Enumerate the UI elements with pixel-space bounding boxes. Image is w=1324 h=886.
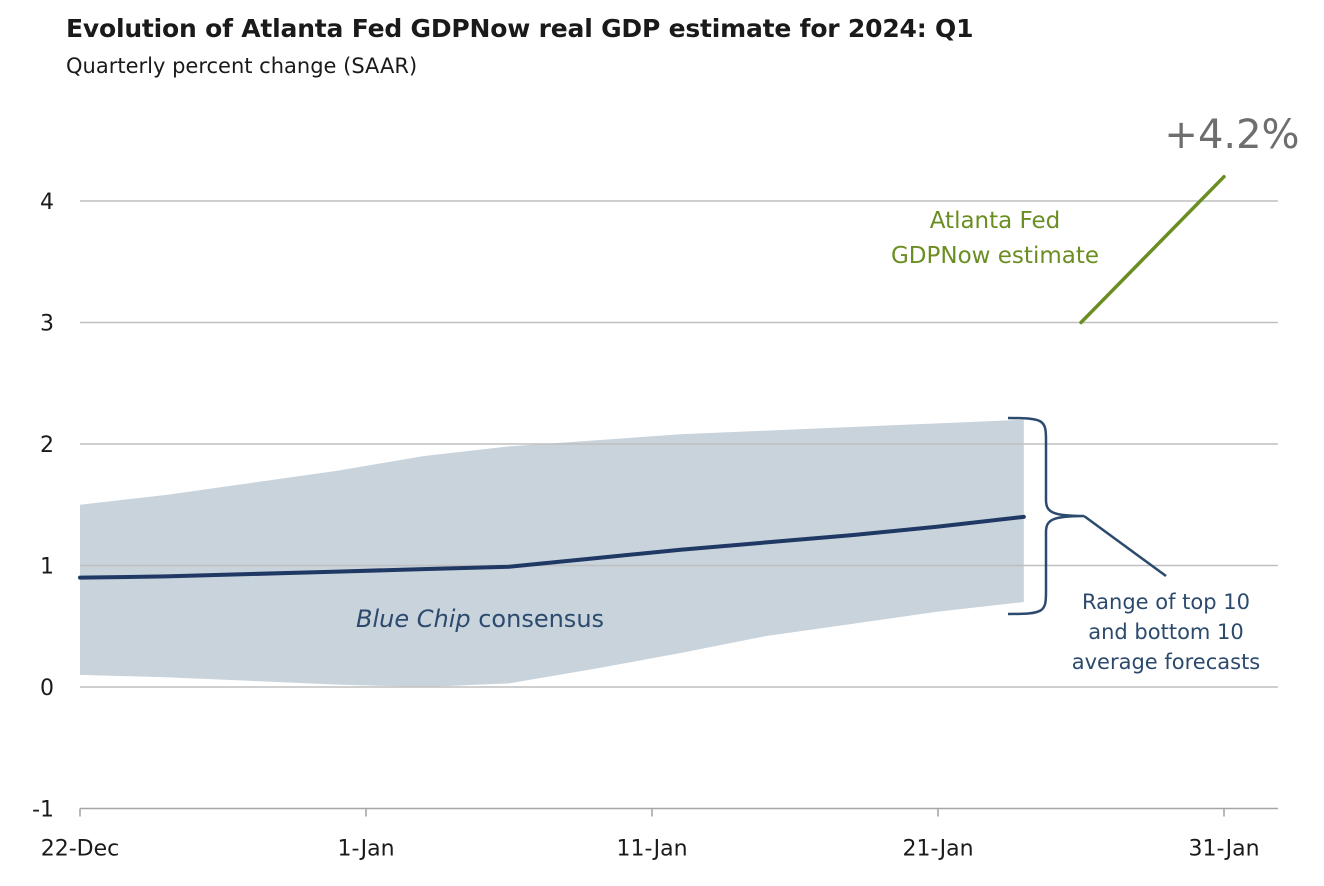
y-tick-label: 4 bbox=[40, 190, 54, 215]
blue-chip-consensus-line bbox=[78, 514, 1026, 580]
x-tick-label: 11-Jan bbox=[616, 837, 687, 862]
y-tick-label: -1 bbox=[32, 798, 54, 823]
range-leader-line bbox=[1083, 514, 1167, 578]
chart-subtitle: Quarterly percent change (SAAR) bbox=[66, 54, 418, 78]
range-label-line: average forecasts bbox=[1072, 650, 1261, 674]
consensus-label-rest: consensus bbox=[471, 605, 604, 633]
y-tick-label: 0 bbox=[40, 676, 54, 701]
gdpnow-label-line: GDPNow estimate bbox=[891, 243, 1099, 269]
y-tick-label: 3 bbox=[40, 312, 54, 337]
consensus-label-italic: Blue Chip bbox=[356, 605, 471, 633]
chart-title: Evolution of Atlanta Fed GDPNow real GDP… bbox=[66, 14, 974, 43]
x-tick-label: 21-Jan bbox=[902, 837, 973, 862]
forecast-range-band bbox=[80, 419, 1024, 687]
gdpnow-estimate-line bbox=[1079, 174, 1226, 325]
x-tick-label: 31-Jan bbox=[1188, 837, 1259, 862]
range-label-line: Range of top 10 bbox=[1082, 590, 1250, 614]
x-tick-label: 1-Jan bbox=[337, 837, 394, 862]
gdpnow-label-line: Atlanta Fed bbox=[930, 208, 1061, 234]
range-label-line: and bottom 10 bbox=[1088, 620, 1244, 644]
final-value-label: +4.2% bbox=[1164, 112, 1299, 158]
y-tick-label: 1 bbox=[40, 555, 54, 580]
y-tick-label: 2 bbox=[40, 433, 54, 458]
consensus-label: Blue Chip consensus bbox=[356, 605, 604, 633]
x-tick-label: 22-Dec bbox=[41, 837, 120, 862]
